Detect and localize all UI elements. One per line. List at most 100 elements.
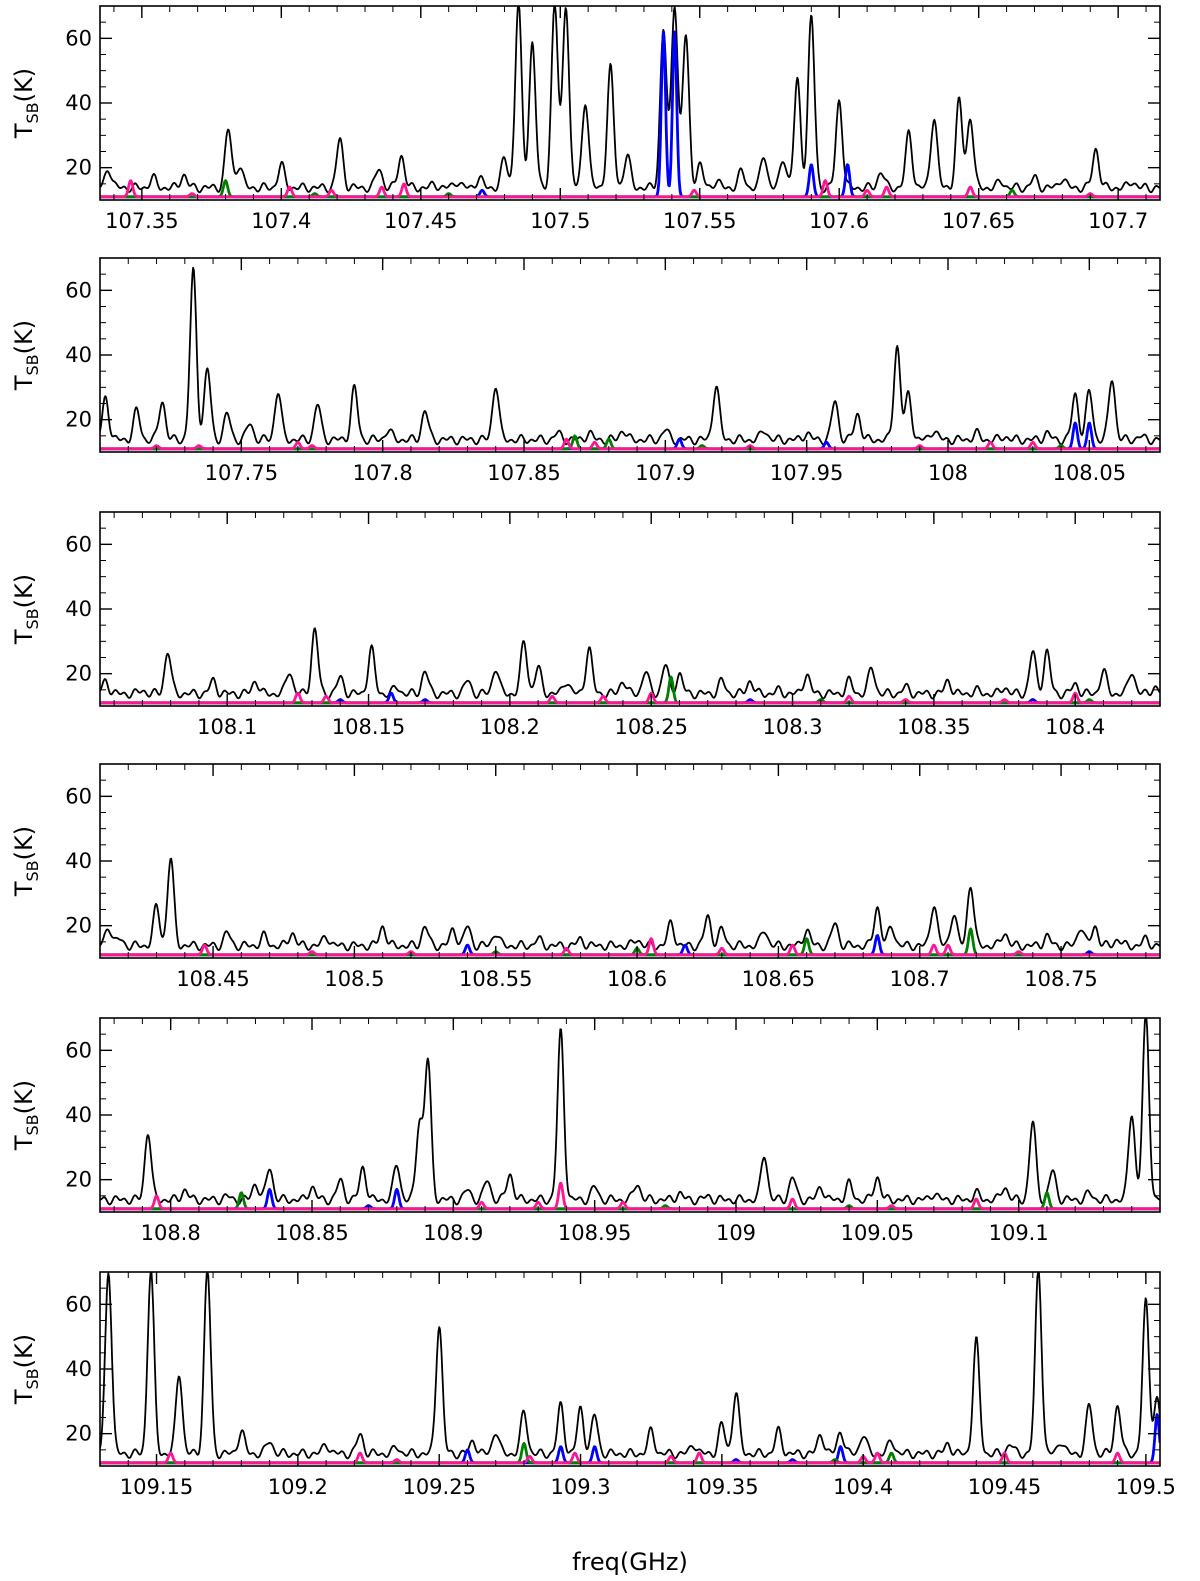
x-tick-label: 107.55 xyxy=(663,209,736,233)
panel-frame xyxy=(99,763,1161,959)
y-tick-label: 60 xyxy=(65,784,92,808)
panel-frame xyxy=(99,1017,1161,1213)
x-tick-label: 108.3 xyxy=(762,715,822,739)
panel-3: 20 40 60 108.1 108.15 108.2 108.25 108.3 108.35 1… xyxy=(10,511,1161,739)
x-tick-label: 107.35 xyxy=(105,209,178,233)
x-tick-label: 107.75 xyxy=(205,461,278,485)
x-tick-label: 108.85 xyxy=(275,1221,348,1245)
x-tick-label: 107.5 xyxy=(530,209,590,233)
x-tick-label: 107.4 xyxy=(251,209,311,233)
y-axis-title-unit: (K) xyxy=(10,320,38,354)
series-line-3 xyxy=(100,927,1160,957)
y-axis-title-unit: (K) xyxy=(10,826,38,860)
y-axis-title-main: T xyxy=(10,1389,38,1405)
x-tick-label: 108.35 xyxy=(897,715,970,739)
x-tick-label: 108.9 xyxy=(423,1221,483,1245)
x-tick-label: 109.5 xyxy=(1116,1475,1176,1499)
x-tick-label: 109.15 xyxy=(120,1475,193,1499)
y-tick-label: 60 xyxy=(65,278,92,302)
x-tick-label: 108.7 xyxy=(890,967,950,991)
series-line-4 xyxy=(100,691,1160,705)
y-tick-label: 60 xyxy=(65,26,92,50)
y-tick-label: 40 xyxy=(65,91,92,115)
series-line-1 xyxy=(100,627,1160,700)
y-axis-title: TSB(K) xyxy=(10,320,42,391)
y-axis-title-unit: (K) xyxy=(10,68,38,102)
panel-plot-area xyxy=(100,6,1160,199)
series-line-1 xyxy=(100,1272,1160,1460)
series-line-1 xyxy=(100,266,1160,446)
x-tick-label: 108.2 xyxy=(480,715,540,739)
y-axis-title-main: T xyxy=(10,375,38,391)
y-axis-title-sub: SB xyxy=(23,102,42,123)
y-axis-title-sub: SB xyxy=(23,354,42,375)
x-axis-title: freq(GHz) xyxy=(572,1548,688,1576)
x-tick-label: 109.4 xyxy=(833,1475,893,1499)
y-tick-label: 60 xyxy=(65,1038,92,1062)
panel-4: 20 40 60 108.45 108.5 108.55 108.6 108.65 108.7 1… xyxy=(10,763,1161,991)
y-axis-title-unit: (K) xyxy=(10,574,38,608)
y-tick-label: 40 xyxy=(65,597,92,621)
x-tick-label: 107.7 xyxy=(1088,209,1148,233)
series-line-1 xyxy=(100,1018,1160,1206)
series-line-1 xyxy=(100,6,1160,194)
y-axis-title-sub: SB xyxy=(23,608,42,629)
x-tick-label: 109.1 xyxy=(989,1221,1049,1245)
y-tick-label: 40 xyxy=(65,343,92,367)
y-axis-title-main: T xyxy=(10,881,38,897)
x-tick-label: 107.65 xyxy=(942,209,1015,233)
x-tick-label: 109.2 xyxy=(268,1475,328,1499)
x-tick-label: 107.45 xyxy=(384,209,457,233)
y-axis-title-main: T xyxy=(10,1135,38,1151)
series-line-4 xyxy=(100,1451,1160,1465)
panel-frame xyxy=(99,1271,1161,1467)
x-tick-label: 107.8 xyxy=(353,461,413,485)
x-tick-label: 108.8 xyxy=(141,1221,201,1245)
y-axis-title: TSB(K) xyxy=(10,1334,42,1405)
series-line-4 xyxy=(100,937,1160,957)
y-axis-title-sub: SB xyxy=(23,1368,42,1389)
panel-plot-area xyxy=(100,266,1160,451)
x-tick-label: 108.15 xyxy=(332,715,405,739)
panel-5: 20 40 60 108.8 108.85 108.9 108.95 109 109.05 109… xyxy=(10,1017,1161,1245)
y-axis-title-sub: SB xyxy=(23,860,42,881)
x-tick-label: 108.6 xyxy=(607,967,667,991)
y-axis-title-unit: (K) xyxy=(10,1334,38,1368)
x-tick-label: 107.95 xyxy=(770,461,843,485)
y-tick-label: 40 xyxy=(65,849,92,873)
series-line-2 xyxy=(100,30,1160,199)
spectrum-panels: 20 40 60 107.35 107.4 107.45 107.5 107.55 107.6 1… xyxy=(10,5,1176,1499)
y-axis-title: TSB(K) xyxy=(10,1080,42,1151)
y-tick-label: 20 xyxy=(65,156,92,180)
y-tick-label: 40 xyxy=(65,1357,92,1381)
y-tick-label: 20 xyxy=(65,1422,92,1446)
panel-frame xyxy=(99,5,1161,201)
y-axis-title-unit: (K) xyxy=(10,1080,38,1114)
y-axis-title-sub: SB xyxy=(23,1114,42,1135)
x-tick-label: 108.55 xyxy=(459,967,532,991)
series-line-2 xyxy=(100,421,1160,451)
x-tick-label: 109 xyxy=(716,1221,756,1245)
x-tick-label: 108.45 xyxy=(176,967,249,991)
x-tick-label: 107.6 xyxy=(809,209,869,233)
y-tick-label: 20 xyxy=(65,662,92,686)
y-tick-label: 60 xyxy=(65,532,92,556)
series-line-1 xyxy=(100,857,1160,952)
y-axis-title: TSB(K) xyxy=(10,574,42,645)
panel-6: 20 40 60 109.15 109.2 109.25 109.3 109.35 109.4 1… xyxy=(10,1271,1176,1499)
x-tick-label: 108.1 xyxy=(197,715,257,739)
x-tick-label: 108 xyxy=(928,461,968,485)
series-line-4 xyxy=(100,437,1160,451)
series-line-4 xyxy=(100,179,1160,199)
y-axis-title-main: T xyxy=(10,629,38,645)
y-axis-title-main: T xyxy=(10,123,38,139)
x-tick-label: 108.05 xyxy=(1053,461,1126,485)
y-tick-label: 60 xyxy=(65,1292,92,1316)
y-tick-label: 40 xyxy=(65,1103,92,1127)
panel-frame xyxy=(99,257,1161,453)
x-tick-label: 107.9 xyxy=(635,461,695,485)
panel-frame xyxy=(99,511,1161,707)
x-tick-label: 107.85 xyxy=(487,461,560,485)
x-tick-label: 108.5 xyxy=(324,967,384,991)
